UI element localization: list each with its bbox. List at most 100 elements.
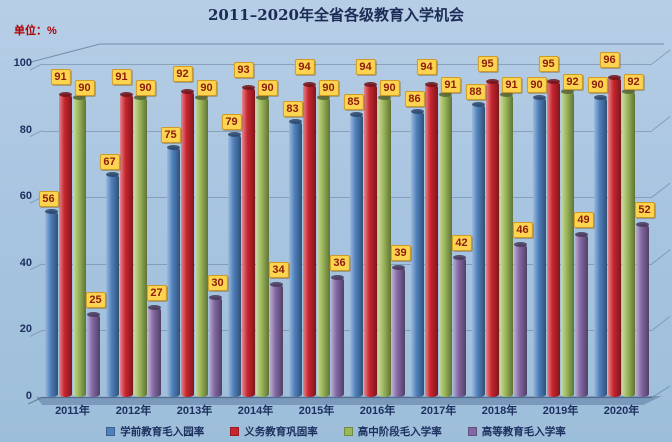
legend-label: 义务教育巩固率 xyxy=(244,426,318,438)
bar-top-cap xyxy=(134,95,147,101)
value-label: 91 xyxy=(440,76,461,93)
bar-义务教育巩固率-2020年 xyxy=(608,75,621,397)
bar-高中阶段毛入学率-2016年 xyxy=(378,95,391,397)
bar-top-cap xyxy=(289,118,302,124)
bar-top-cap xyxy=(242,85,255,91)
legend-marker-icon xyxy=(467,427,477,436)
bar-义务教育巩固率-2017年 xyxy=(425,81,438,397)
value-label: 90 xyxy=(135,80,156,97)
x-axis-category-label: 2015年 xyxy=(298,405,335,417)
bar-高中阶段毛入学率-2011年 xyxy=(73,95,86,397)
value-label: 93 xyxy=(233,62,254,79)
legend-marker-icon xyxy=(106,427,116,436)
bar-top-cap xyxy=(514,241,527,247)
bar-义务教育巩固率-2016年 xyxy=(364,81,377,397)
value-label: 75 xyxy=(160,127,181,144)
bar-top-cap xyxy=(181,88,194,94)
y-axis-tick-label: 20 xyxy=(19,323,32,336)
bar-高中阶段毛入学率-2017年 xyxy=(439,91,452,397)
value-label: 52 xyxy=(634,201,655,218)
bar-top-cap xyxy=(350,111,363,117)
x-axis-category-label: 2013年 xyxy=(176,405,213,417)
value-label: 94 xyxy=(416,58,437,75)
bar-高等教育毛入学率-2018年 xyxy=(514,241,527,397)
bar-top-cap xyxy=(59,91,72,97)
value-label: 67 xyxy=(99,153,120,170)
value-label: 91 xyxy=(50,68,71,85)
bar-学前教育毛入园率-2012年 xyxy=(106,171,119,397)
value-label: 34 xyxy=(268,261,289,278)
bar-top-cap xyxy=(575,231,588,237)
gridline xyxy=(42,130,652,132)
bar-义务教育巩固率-2012年 xyxy=(120,91,133,397)
gridline xyxy=(42,197,652,199)
legend-label: 高中阶段毛入学率 xyxy=(357,426,442,438)
y-axis-tick-label: 100 xyxy=(13,57,32,69)
bar-top-cap xyxy=(106,171,119,177)
value-label: 90 xyxy=(257,80,278,97)
value-label: 90 xyxy=(196,80,217,97)
bar-学前教育毛入园率-2015年 xyxy=(289,118,302,397)
bar-学前教育毛入园率-2017年 xyxy=(411,108,424,397)
bar-top-cap xyxy=(392,265,405,271)
x-axis-category-label: 2014年 xyxy=(237,405,274,417)
value-label: 27 xyxy=(146,285,167,302)
bar-top-cap xyxy=(73,95,86,101)
value-label: 91 xyxy=(501,76,522,93)
gridline xyxy=(42,64,652,65)
legend-item: 高等教育毛入学率 xyxy=(467,424,566,439)
bar-top-cap xyxy=(411,108,424,114)
x-axis-category-label: 2020年 xyxy=(603,405,640,417)
bar-top-cap xyxy=(331,275,344,281)
bar-top-cap xyxy=(167,145,180,151)
bar-高中阶段毛入学率-2013年 xyxy=(195,95,208,397)
bar-top-cap xyxy=(209,295,222,301)
bar-高等教育毛入学率-2015年 xyxy=(331,275,344,397)
value-label: 90 xyxy=(526,77,547,94)
bar-top-cap xyxy=(270,281,283,287)
bar-高等教育毛入学率-2019年 xyxy=(575,231,588,397)
x-axis-category-label: 2017年 xyxy=(420,405,457,417)
value-label: 83 xyxy=(282,100,303,117)
chart-title: 2011–2020年全省各级教育入学机会 xyxy=(208,6,464,24)
legend-label: 高等教育毛入学率 xyxy=(481,426,566,438)
bar-top-cap xyxy=(439,91,452,97)
bar-义务教育巩固率-2018年 xyxy=(486,78,499,397)
bar-学前教育毛入园率-2011年 xyxy=(45,208,58,397)
value-label: 92 xyxy=(172,65,193,82)
bar-top-cap xyxy=(45,208,58,214)
value-label: 92 xyxy=(623,73,644,90)
value-label: 39 xyxy=(390,245,411,262)
bar-高等教育毛入学率-2016年 xyxy=(392,265,405,397)
bar-义务教育巩固率-2014年 xyxy=(242,85,255,397)
value-label: 36 xyxy=(329,255,350,272)
y-axis-tick-label: 60 xyxy=(19,190,32,203)
value-label: 30 xyxy=(207,275,228,292)
value-label: 90 xyxy=(318,80,339,97)
value-label: 96 xyxy=(599,52,620,69)
value-label: 85 xyxy=(343,93,364,110)
bar-高等教育毛入学率-2014年 xyxy=(270,281,283,397)
value-label: 91 xyxy=(111,68,132,85)
value-label: 56 xyxy=(38,190,59,207)
x-axis-category-label: 2012年 xyxy=(115,405,152,417)
legend: 学前教育毛入园率 义务教育巩固率 高中阶段毛入学率 高等教育毛入学率 xyxy=(0,424,672,439)
legend-item: 学前教育毛入园率 xyxy=(106,424,204,439)
bar-top-cap xyxy=(425,81,438,87)
unit-label: 单位：% xyxy=(14,25,57,37)
x-axis-category-label: 2018年 xyxy=(481,405,518,417)
bar-高中阶段毛入学率-2018年 xyxy=(500,91,513,397)
bar-学前教育毛入园率-2019年 xyxy=(533,95,546,397)
legend-marker-icon xyxy=(343,427,353,436)
bar-top-cap xyxy=(364,81,377,87)
value-label: 46 xyxy=(512,221,533,238)
value-label: 49 xyxy=(573,211,594,228)
bar-学前教育毛入园率-2016年 xyxy=(350,111,363,397)
y-axis-tick-label: 0 xyxy=(25,390,32,402)
bar-top-cap xyxy=(195,95,208,101)
value-label: 86 xyxy=(404,90,425,107)
y-axis-tick-label: 80 xyxy=(19,123,32,136)
value-label: 42 xyxy=(451,235,472,252)
value-label: 88 xyxy=(465,83,486,100)
